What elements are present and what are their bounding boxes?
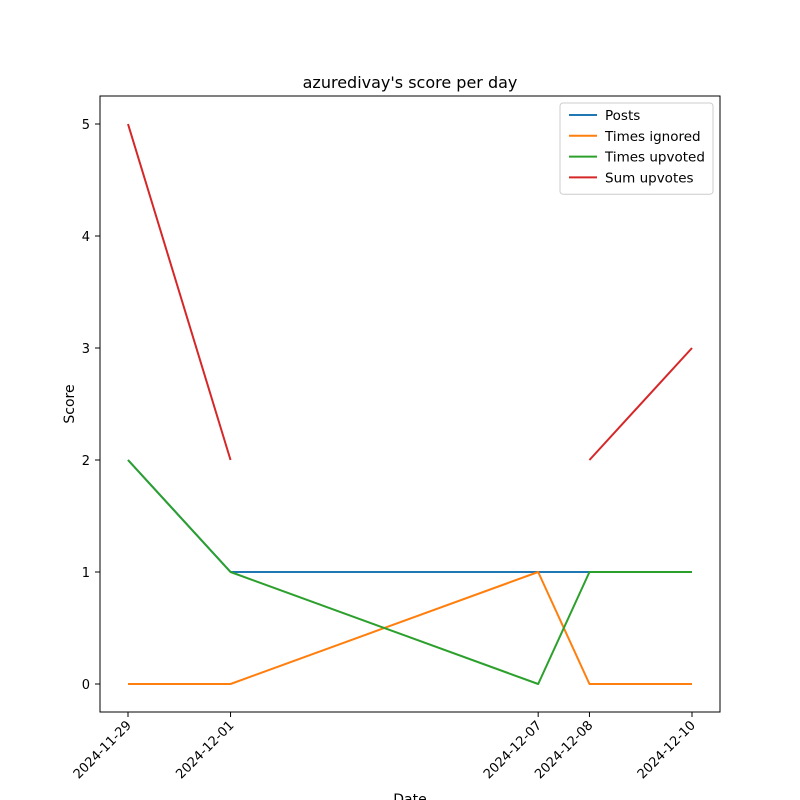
legend-label-times-upvoted: Times upvoted — [604, 150, 705, 166]
y-tick-label: 2 — [82, 454, 90, 469]
y-tick-label: 5 — [82, 118, 90, 133]
legend-label-times-ignored: Times ignored — [604, 129, 701, 145]
legend-label-sum-upvotes: Sum upvotes — [605, 170, 694, 186]
series-line-sum-upvotes — [127, 123, 232, 461]
plot-frame — [99, 95, 721, 713]
y-axis-label: Score — [62, 384, 78, 423]
series-layer — [127, 123, 693, 685]
y-tick-label: 4 — [82, 230, 90, 245]
chart-title: azuredivay's score per day — [303, 73, 518, 92]
legend-box — [559, 102, 714, 195]
series-line-times-ignored — [128, 571, 692, 685]
legend: Posts Times ignored Times upvoted Sum upvot… — [559, 102, 714, 195]
y-tick-label: 3 — [82, 342, 90, 357]
legend-label-posts: Posts — [605, 108, 640, 124]
y-tick-label: 1 — [82, 566, 90, 581]
x-axis-label: Date — [393, 792, 426, 800]
series-line-times-upvoted — [127, 459, 692, 685]
y-axis: 0 1 2 3 4 5 — [82, 118, 100, 693]
series-line-sum-upvotes — [588, 347, 693, 461]
y-tick-label: 0 — [82, 678, 90, 693]
